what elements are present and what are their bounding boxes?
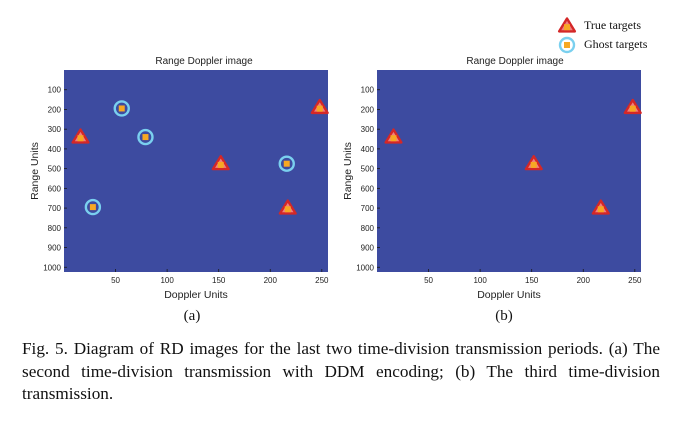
legend-ghost-marker-icon [558,36,576,54]
panel-a-ylabel: Range Units [29,142,41,200]
true-target-marker [211,155,230,171]
x-tick-label: 250 [315,276,329,285]
panel-b: Range Doppler image 100 200 300 400 500 600 70… [342,56,642,324]
panel-b-xlabel: Doppler Units [477,289,541,301]
y-tick-label: 900 [361,244,375,253]
ghost-target-marker [278,155,295,172]
ghost-target-marker [84,198,102,216]
panel-a-title: Range Doppler image [155,56,253,67]
y-tick-label: 500 [48,165,62,174]
legend-ghost-label: Ghost targets [584,37,648,51]
x-tick-label: 100 [473,276,487,285]
panel-a-xlabel: Doppler Units [164,289,228,301]
panel-a: Range Doppler image 100 200 300 400 500 600 70… [29,56,329,324]
y-tick-label: 200 [48,105,62,114]
true-target-marker [71,128,90,144]
true-target-marker [524,155,543,171]
ghost-target-marker [137,128,154,146]
true-target-marker [384,128,403,144]
y-tick-label: 800 [361,224,375,233]
y-tick-label: 800 [48,224,62,233]
legend: True targets Ghost targets [557,17,648,54]
ghost-target-marker [113,100,130,117]
y-tick-label: 100 [361,86,375,95]
y-tick-label: 400 [48,145,62,154]
y-tick-label: 500 [361,165,375,174]
y-tick-label: 400 [361,145,375,154]
y-tick-label: 100 [48,86,62,95]
legend-true-label: True targets [584,18,641,32]
x-tick-label: 150 [212,276,226,285]
y-tick-label: 1000 [43,263,61,272]
panel-b-ylabel: Range Units [342,142,354,200]
y-tick-label: 700 [48,204,62,213]
true-target-marker [623,98,642,115]
panel-b-plot-area [377,70,641,272]
y-tick-label: 300 [361,125,375,134]
y-tick-label: 600 [48,184,62,193]
panel-b-title: Range Doppler image [466,56,564,67]
true-target-marker [310,98,329,115]
y-tick-label: 700 [361,204,375,213]
y-tick-label: 900 [48,244,62,253]
panel-a-label: (a) [184,308,201,324]
x-tick-label: 200 [264,276,278,285]
y-tick-label: 300 [48,125,62,134]
panel-b-label: (b) [495,308,513,324]
y-tick-label: 200 [361,105,375,114]
x-tick-label: 250 [628,276,642,285]
true-target-marker [278,199,297,215]
legend-true-marker-icon [557,17,577,33]
x-tick-label: 50 [111,276,120,285]
figure-caption: Fig. 5. Diagram of RD images for the las… [22,339,660,403]
x-tick-label: 100 [160,276,174,285]
x-tick-label: 200 [577,276,591,285]
y-tick-label: 600 [361,184,375,193]
legend-ring [558,36,576,54]
y-tick-label: 1000 [356,263,374,272]
legend-triangle [557,17,577,33]
x-tick-label: 150 [525,276,539,285]
true-target-marker [591,199,610,215]
x-tick-label: 50 [424,276,433,285]
